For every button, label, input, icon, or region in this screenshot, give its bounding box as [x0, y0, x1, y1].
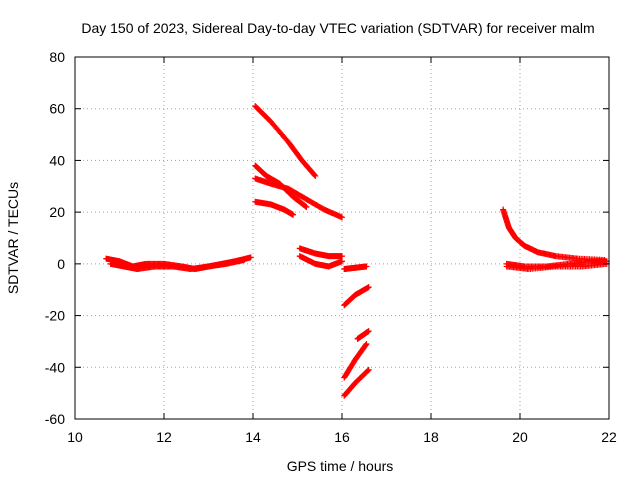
x-tick-label: 16 [334, 429, 350, 445]
series-arc-14 [500, 206, 608, 263]
data-point [312, 172, 319, 179]
data-point [363, 263, 370, 270]
data-point [241, 256, 248, 263]
x-tick-label: 12 [156, 429, 172, 445]
series-arc-6 [252, 198, 297, 218]
data-point [365, 284, 372, 291]
data-point [364, 367, 371, 374]
series-arc-13 [341, 366, 372, 399]
data-point [339, 253, 345, 260]
data-point [362, 341, 369, 348]
y-tick-label: -60 [45, 411, 65, 427]
x-axis-label: GPS time / hours [287, 458, 394, 474]
grid-lines [75, 57, 609, 419]
data-point [303, 203, 310, 210]
y-tick-label: 0 [57, 256, 65, 272]
data-point [311, 171, 318, 178]
x-tick-label: 20 [512, 429, 528, 445]
data-point [365, 366, 372, 373]
data-point [339, 258, 345, 265]
y-axis-label: SDTVAR / TECUs [5, 182, 21, 294]
series-arc-10 [341, 284, 372, 309]
data-point [247, 254, 254, 261]
series-arc-7 [296, 245, 345, 260]
y-tick-label: 20 [49, 204, 65, 220]
y-tick-label: 80 [49, 49, 65, 65]
series-arc-12 [341, 341, 370, 381]
x-tick-label: 10 [67, 429, 83, 445]
data-point [339, 214, 345, 221]
series-arc-8 [296, 253, 345, 270]
x-tick-label: 18 [423, 429, 439, 445]
series-arc-5 [252, 175, 345, 221]
y-tick-label: 40 [49, 152, 65, 168]
data-point [363, 341, 370, 348]
series-arc-11 [354, 328, 372, 342]
axis-ticks: 10 12 14 16 18 20 22 -60 -40 -20 0 20 40 60 80 [45, 49, 617, 445]
x-tick-label: 22 [601, 429, 617, 445]
data-points [103, 103, 610, 399]
series-arc-16 [503, 260, 610, 273]
series-arc-3 [252, 103, 319, 179]
series-arc-9 [341, 263, 370, 273]
y-tick-label: -20 [45, 308, 65, 324]
chart-title: Day 150 of 2023, Sidereal Day-to-day VTE… [81, 20, 594, 36]
y-tick-label: -40 [45, 359, 65, 375]
data-point [290, 211, 297, 218]
series-arc-2 [107, 256, 248, 273]
data-point [302, 203, 309, 210]
data-point [365, 328, 372, 335]
y-tick-label: 60 [49, 101, 65, 117]
x-tick-label: 14 [245, 429, 261, 445]
